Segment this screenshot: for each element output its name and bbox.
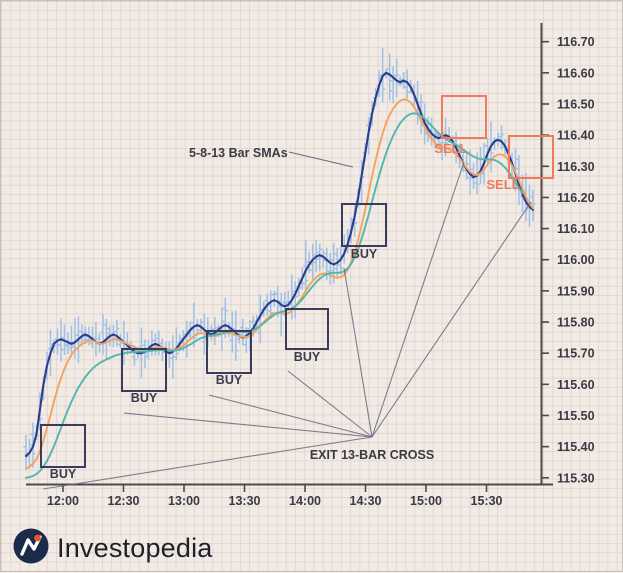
buy-signal-box [285, 308, 329, 350]
sell-signal-box [441, 95, 487, 139]
logo-chart-mark-icon [20, 535, 42, 556]
x-axis-tick-label: 12:00 [47, 494, 79, 508]
y-axis-tick-label: 115.90 [557, 284, 595, 298]
y-axis-tick-label: 116.60 [557, 66, 595, 80]
x-axis-tick-label: 14:00 [289, 494, 321, 508]
y-axis-tick-label: 116.10 [557, 222, 595, 236]
exit-callout-label: EXIT 13-BAR CROSS [310, 448, 434, 462]
buy-signal-label: BUY [294, 350, 321, 364]
sell-signal-label: SELL [434, 141, 467, 156]
buy-signal-label: BUY [216, 373, 243, 387]
y-axis-ticks: 116.70 116.60 116.50 116.40 116.30 116.20 116.… [541, 35, 595, 485]
leader-line [371, 161, 465, 438]
y-axis-tick-label: 116.70 [557, 35, 595, 49]
y-axis-tick-label: 115.80 [557, 316, 595, 330]
x-axis-tick-label: 14:30 [350, 494, 382, 508]
leader-line [208, 394, 373, 438]
buy-signal-box [341, 203, 387, 247]
y-axis-tick-label: 116.50 [557, 97, 595, 111]
y-axis-tick-label: 115.70 [557, 347, 595, 361]
buy-signal-label: BUY [50, 467, 77, 481]
leader-line [343, 267, 373, 438]
buy-signal-label: BUY [351, 247, 378, 261]
logo-dot-icon [34, 534, 41, 542]
buy-signal-box [206, 330, 252, 374]
sma-line-1 [24, 71, 535, 458]
leader-line [123, 412, 373, 438]
sell-signal-label: SELL [486, 177, 519, 192]
leader-line [42, 436, 373, 490]
investopedia-logo: Investopedia [13, 528, 213, 564]
y-axis-tick-label: 116.40 [557, 129, 595, 143]
sma-callout-leader-line [288, 151, 354, 168]
x-axis-tick-label: 15:30 [471, 494, 503, 508]
buy-signal-label: BUY [131, 391, 158, 405]
y-axis-tick-label: 115.60 [557, 378, 595, 392]
x-axis-tick-label: 15:00 [410, 494, 442, 508]
exit-leader-lines [42, 161, 532, 490]
leader-line [287, 370, 373, 438]
y-axis-tick-label: 116.30 [557, 160, 595, 174]
sma-line-3 [25, 112, 524, 479]
y-axis-tick-label: 115.40 [557, 440, 595, 454]
leader-line [371, 201, 532, 438]
y-axis-tick-label: 116.00 [557, 253, 595, 267]
x-axis-tick-label: 12:30 [108, 494, 140, 508]
brand-name: Investopedia [57, 533, 213, 563]
x-axis-ticks: 12:00 12:30 13:00 13:30 14:00 14:30 15:00 15:30 [47, 484, 503, 508]
x-axis-tick-label: 13:00 [168, 494, 200, 508]
trade-signal-boxes: BUY BUY BUY BUY BUY SELL SELL [40, 95, 554, 481]
sma-callout-label: 5-8-13 Bar SMAs [189, 146, 288, 160]
chart-axes [26, 23, 553, 486]
y-axis-tick-label: 116.20 [557, 191, 595, 205]
sell-signal-box [508, 135, 554, 179]
buy-signal-box [121, 348, 167, 392]
x-axis-tick-label: 13:30 [229, 494, 261, 508]
y-axis-tick-label: 115.50 [557, 409, 595, 423]
moving-average-lines [24, 71, 535, 479]
buy-signal-box [40, 424, 86, 468]
price-bars-group [23, 47, 536, 471]
y-axis-tick-label: 115.30 [557, 471, 595, 485]
